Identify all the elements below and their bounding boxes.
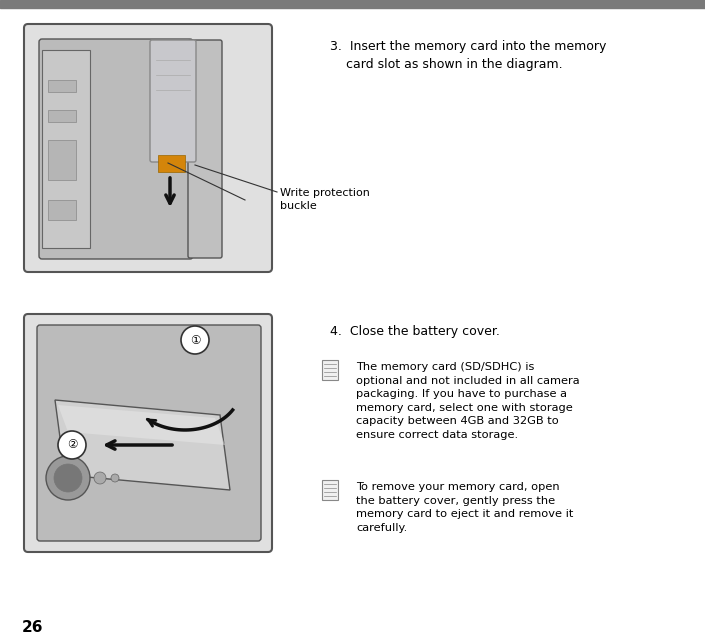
FancyBboxPatch shape [188,40,222,258]
Bar [158,155,185,172]
Bar [0,0,705,8]
FancyBboxPatch shape [37,325,261,541]
Bar [42,50,90,248]
Polygon shape [58,405,225,445]
Text: ①: ① [190,333,200,347]
Text: 3.  Insert the memory card into the memory: 3. Insert the memory card into the memor… [330,40,606,53]
Bar [48,200,76,220]
Circle shape [58,431,86,459]
Polygon shape [55,400,230,490]
FancyBboxPatch shape [24,314,272,552]
FancyBboxPatch shape [150,40,196,162]
Text: 4.  Close the battery cover.: 4. Close the battery cover. [330,325,500,338]
Bar [48,80,76,92]
Text: ②: ② [67,439,78,451]
Bar [322,360,338,380]
FancyBboxPatch shape [24,24,272,272]
Bar [48,110,76,122]
FancyBboxPatch shape [39,39,193,259]
Circle shape [111,474,119,482]
Text: To remove your memory card, open
the battery cover, gently press the
memory card: To remove your memory card, open the bat… [356,482,573,533]
Bar [48,140,76,180]
Text: 26: 26 [22,620,44,634]
Circle shape [46,456,90,500]
Circle shape [181,326,209,354]
Text: Write protection
buckle: Write protection buckle [280,188,370,211]
Text: The memory card (SD/SDHC) is
optional and not included in all camera
packaging. : The memory card (SD/SDHC) is optional an… [356,362,580,440]
Circle shape [54,464,82,492]
Circle shape [94,472,106,484]
Bar [322,480,338,500]
Text: card slot as shown in the diagram.: card slot as shown in the diagram. [330,58,563,71]
